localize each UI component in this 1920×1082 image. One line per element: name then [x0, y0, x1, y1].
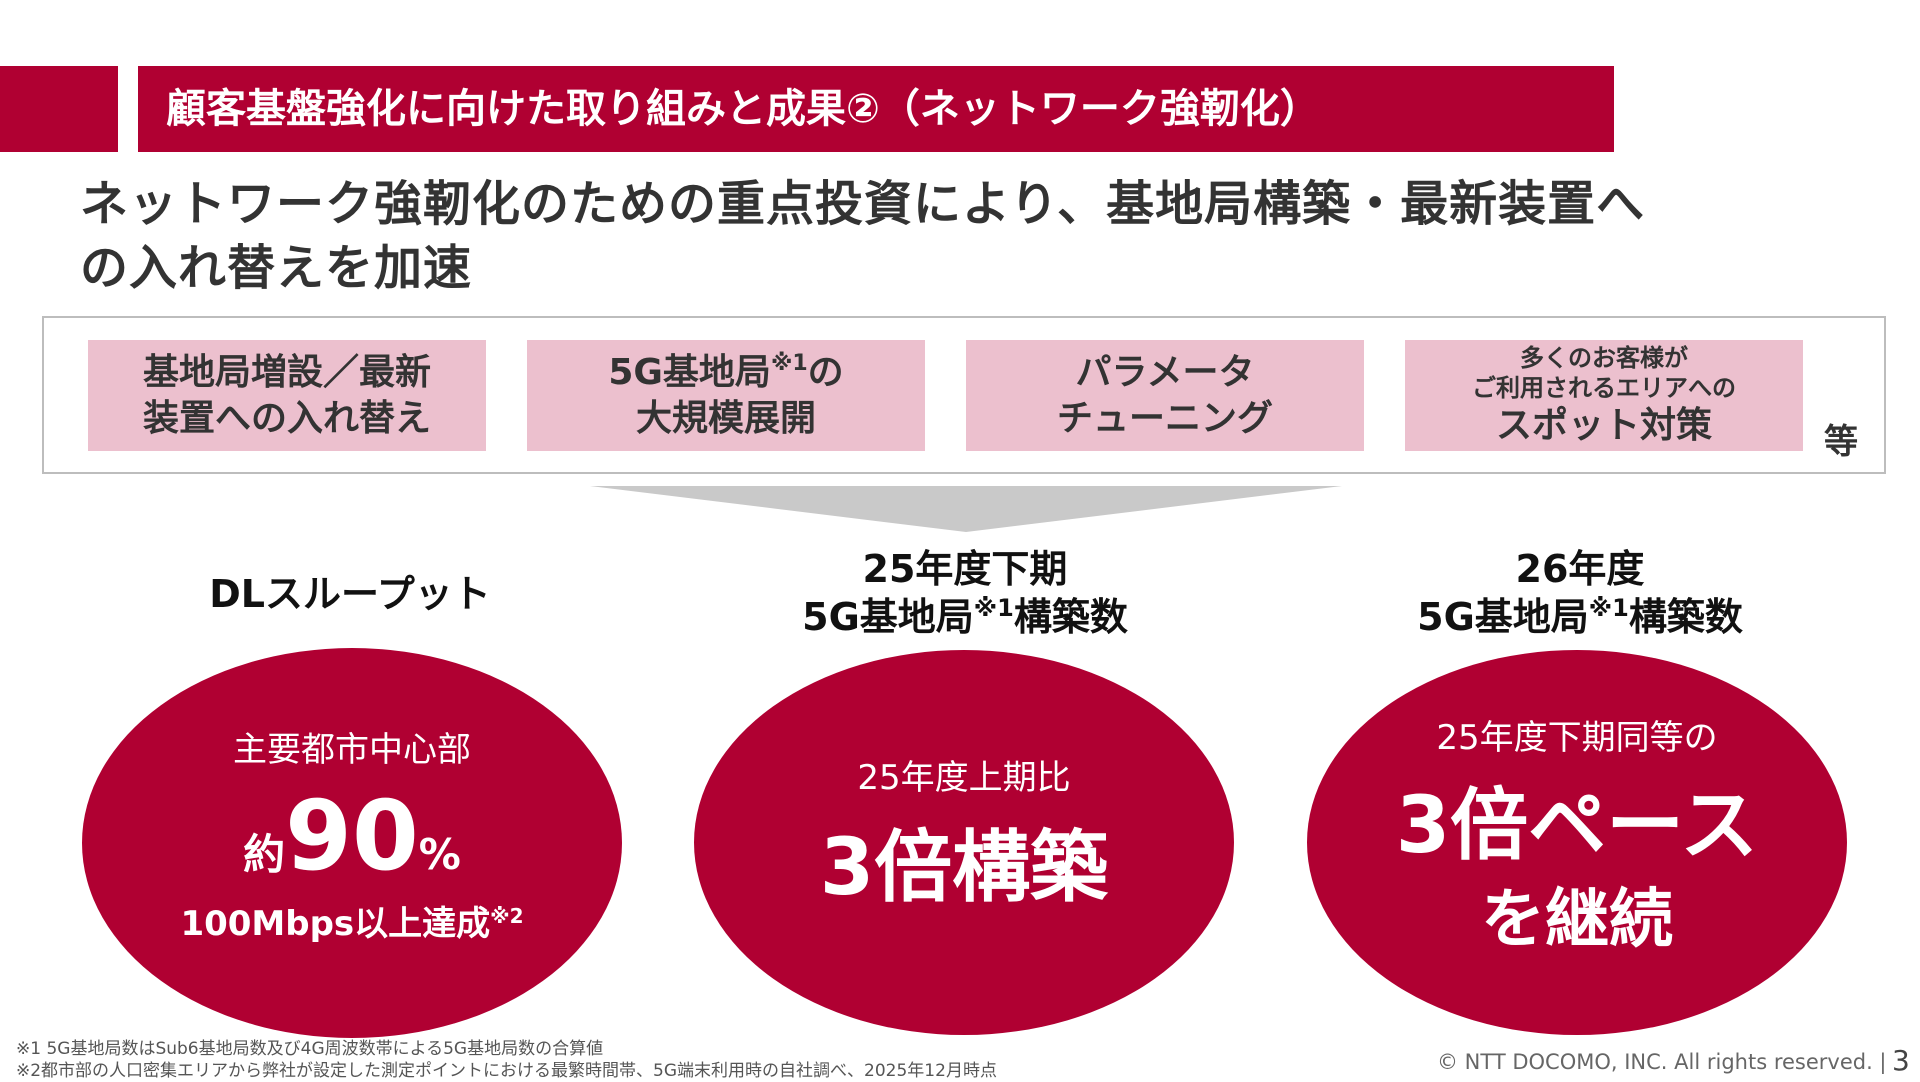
measure-3-line-1: パラメータ: [1075, 351, 1255, 393]
ellipse-2-value: 3倍構築: [819, 823, 1109, 913]
measure-2-line-2: 大規模展開: [635, 397, 816, 439]
measure-box-3: パラメータ チューニング: [966, 340, 1364, 451]
footnote-ref-1: ※1: [770, 350, 808, 376]
measure-4-line-2: スポット対策: [1495, 404, 1712, 446]
ellipse-1-line-1: 主要都市中心部: [233, 730, 471, 770]
ellipse-3-line-1: 25年度下期同等の: [1436, 718, 1718, 758]
measure-4-small-1: 多くのお客様が: [1520, 343, 1688, 372]
measure-box-4: 多くのお客様が ご利用されるエリアへの スポット対策: [1405, 340, 1803, 451]
column-2-title-suffix: 構築数: [1013, 595, 1128, 639]
column-3-title-suffix: 構築数: [1628, 595, 1743, 639]
ellipse-2-line-1: 25年度上期比: [857, 758, 1071, 798]
measure-2-suffix: の: [807, 351, 844, 393]
column-2-title-line-2: 5G基地局※1構築数: [745, 593, 1185, 641]
ellipse-1-value: 90: [285, 780, 419, 892]
measure-4-small-2: ご利用されるエリアへの: [1472, 373, 1736, 402]
footnote-1: ※1 5G基地局数はSub6基地局数及び4G周波数帯による5G基地局数の合算値: [16, 1039, 604, 1059]
ellipse-1-prefix: 約: [243, 830, 286, 879]
column-2-title-text: 5G基地局: [802, 595, 974, 639]
slide-title: 顧客基盤強化に向けた取り組みと成果②（ネットワーク強靭化）: [138, 66, 1614, 152]
column-1-title: DLスループット: [209, 572, 491, 616]
measure-2-line-1: 5G基地局※1の: [608, 350, 843, 396]
measure-1-line-1: 基地局増設／最新: [142, 351, 431, 393]
column-3-title-text: 5G基地局: [1417, 595, 1589, 639]
footnote-ref-2: ※2: [490, 904, 524, 928]
page-number: 3: [1892, 1044, 1910, 1077]
measure-2-text: 5G基地局: [608, 351, 771, 393]
column-3-title-line-1: 26年度: [1515, 547, 1645, 591]
result-ellipse-3: 25年度下期同等の 3倍ペース を継続: [1307, 650, 1847, 1035]
ellipse-1-unit: %: [418, 830, 461, 879]
header-accent-block: [0, 66, 118, 152]
column-2-title: 25年度下期 5G基地局※1構築数: [745, 545, 1185, 641]
footnote-2: ※2都市部の人口密集エリアから弊社が設定した測定ポイントにおける最繁時間帯、5G…: [16, 1061, 997, 1081]
ellipse-3-value-2: を継続: [1481, 883, 1673, 957]
headline: ネットワーク強靭化のための重点投資により、基地局構築・最新装置へ の入れ替えを加…: [80, 172, 1890, 300]
ellipse-1-line-3: 100Mbps以上達成※2: [82, 902, 622, 946]
result-ellipse-2: 25年度上期比 3倍構築: [694, 650, 1234, 1035]
copyright: © NTT DOCOMO, INC. All rights reserved. …: [1437, 1050, 1887, 1074]
measure-box-2: 5G基地局※1の 大規模展開: [527, 340, 925, 451]
column-3-title-line-2: 5G基地局※1構築数: [1360, 593, 1800, 641]
funnel-arrow-icon: [590, 486, 1342, 532]
measure-1-line-2: 装置への入れ替え: [142, 397, 431, 439]
headline-line-2: の入れ替えを加速: [80, 240, 473, 296]
footnote-ref-1: ※1: [973, 594, 1014, 622]
ellipse-1-line-3-text: 100Mbps以上達成: [180, 904, 491, 944]
ellipse-1-value-row: 約90%: [82, 786, 622, 914]
measure-box-1: 基地局増設／最新 装置への入れ替え: [88, 340, 486, 451]
footnote-ref-1: ※1: [1588, 594, 1629, 622]
measures-etc: 等: [1824, 422, 1858, 462]
measure-3-line-2: チューニング: [1056, 397, 1273, 439]
result-ellipse-1: 主要都市中心部 約90% 100Mbps以上達成※2: [82, 648, 622, 1038]
headline-line-1: ネットワーク強靭化のための重点投資により、基地局構築・最新装置へ: [80, 176, 1646, 232]
ellipse-3-value-1: 3倍ペース: [1395, 781, 1759, 871]
column-2-title-line-1: 25年度下期: [862, 547, 1068, 591]
column-3-title: 26年度 5G基地局※1構築数: [1360, 545, 1800, 641]
